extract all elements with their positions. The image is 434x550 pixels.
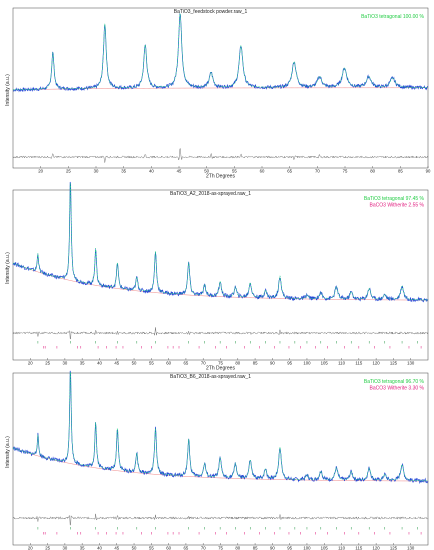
x-tick-label: 70 bbox=[201, 361, 206, 366]
x-tick-label: 20 bbox=[28, 361, 33, 366]
x-tick-label: 60 bbox=[166, 361, 171, 366]
x-tick-label: 55 bbox=[149, 546, 154, 550]
x-tick-label: 100 bbox=[303, 361, 311, 366]
x-tick-label: 115 bbox=[355, 546, 362, 550]
x-tick-label: 105 bbox=[321, 361, 329, 366]
x-tick-label: 80 bbox=[235, 546, 240, 550]
legend-entry: BaTiO3 tetragonal 97.45 % bbox=[364, 196, 425, 202]
x-tick-label: 70 bbox=[201, 546, 206, 550]
x-tick-label: 90 bbox=[270, 361, 275, 366]
x-tick-label: 80 bbox=[370, 169, 375, 174]
x-tick-label: 30 bbox=[62, 546, 67, 550]
x-tick-label: 100 bbox=[303, 546, 311, 550]
x-tick-label: 25 bbox=[45, 546, 50, 550]
x-tick-label: 55 bbox=[232, 169, 237, 174]
chart-title: BaTiO3_A2_2018-as-sprayed.raw_1 bbox=[170, 191, 251, 197]
x-tick-label: 55 bbox=[149, 361, 154, 366]
x-tick-label: 45 bbox=[114, 361, 119, 366]
x-tick-label: 20 bbox=[28, 546, 33, 550]
difference-curve bbox=[13, 513, 429, 526]
x-tick-label: 75 bbox=[218, 546, 223, 550]
x-tick-label: 130 bbox=[407, 546, 415, 550]
x-tick-label: 65 bbox=[184, 361, 189, 366]
y-axis-label: Intensity (a.u.) bbox=[5, 74, 11, 106]
x-tick-label: 120 bbox=[373, 361, 381, 366]
x-tick-label: 35 bbox=[121, 169, 126, 174]
xrd-panel-1: BaTiO3_feedstock powder.raw_1 Intensity (… bbox=[5, 7, 431, 180]
x-tick-label: 95 bbox=[287, 361, 292, 366]
x-tick-label: 115 bbox=[355, 361, 362, 366]
x-tick-label: 20 bbox=[38, 169, 43, 174]
chart-title: BaTiO3_feedstock powder.raw_1 bbox=[174, 9, 248, 15]
legend-entry: BaTiO3 tetragonal 96.70 % bbox=[364, 379, 425, 385]
xrd-panel-2: BaTiO3_A2_2018-as-sprayed.raw_1 Intensity… bbox=[5, 181, 429, 372]
plot-frame bbox=[12, 189, 429, 361]
x-tick-label: 125 bbox=[390, 361, 398, 366]
y-axis-label: Intensity (a.u.) bbox=[5, 252, 11, 284]
x-tick-label: 40 bbox=[149, 169, 154, 174]
x-tick-label: 45 bbox=[177, 169, 182, 174]
x-tick-label: 60 bbox=[166, 546, 171, 550]
x-tick-label: 45 bbox=[114, 546, 119, 550]
background-curve bbox=[12, 262, 428, 301]
x-tick-label: 80 bbox=[235, 361, 240, 366]
x-tick-label: 40 bbox=[97, 361, 102, 366]
x-tick-label: 65 bbox=[184, 546, 189, 550]
x-tick-label: 75 bbox=[218, 361, 223, 366]
calculated-pattern bbox=[12, 371, 428, 482]
x-tick-label: 35 bbox=[80, 361, 85, 366]
calculated-pattern bbox=[12, 183, 428, 301]
x-axis-label: 2Th Degrees bbox=[206, 366, 235, 372]
observed-pattern bbox=[12, 370, 429, 485]
x-tick-label: 25 bbox=[45, 361, 50, 366]
x-tick-label: 120 bbox=[373, 546, 381, 550]
legend-entry: BaCO3 Witherite 3.30 % bbox=[370, 386, 425, 392]
x-tick-label: 105 bbox=[321, 546, 329, 550]
difference-curve bbox=[12, 327, 429, 340]
x-tick-label: 40 bbox=[97, 546, 102, 550]
legend-entry: BaCO3 Witherite 2.55 % bbox=[370, 203, 425, 209]
x-tick-label: 110 bbox=[338, 546, 345, 550]
legend-entry: BaTiO3 tetragonal 100.00 % bbox=[361, 14, 424, 20]
background-curve bbox=[12, 447, 428, 482]
x-tick-label: 75 bbox=[343, 169, 348, 174]
x-tick-label: 35 bbox=[80, 546, 85, 550]
x-tick-label: 30 bbox=[62, 361, 67, 366]
x-tick-label: 85 bbox=[398, 169, 403, 174]
x-tick-label: 50 bbox=[204, 169, 209, 174]
x-tick-label: 65 bbox=[287, 169, 292, 174]
observed-pattern bbox=[12, 12, 429, 93]
x-tick-label: 90 bbox=[270, 546, 275, 550]
x-tick-label: 130 bbox=[407, 361, 415, 366]
y-axis-label: Intensity (a.u.) bbox=[5, 436, 11, 468]
x-axis-label: 2Th Degrees bbox=[206, 174, 235, 180]
x-tick-label: 50 bbox=[132, 546, 137, 550]
x-tick-label: 125 bbox=[390, 546, 398, 550]
x-tick-label: 110 bbox=[338, 361, 345, 366]
xrd-panel-3: BaTiO3_B6_2018-as-sprayed.raw_1 Intensity… bbox=[5, 370, 429, 550]
x-tick-label: 85 bbox=[253, 546, 258, 550]
x-tick-label: 50 bbox=[132, 361, 137, 366]
x-tick-label: 90 bbox=[426, 169, 431, 174]
difference-curve bbox=[12, 148, 429, 163]
x-tick-label: 95 bbox=[287, 546, 292, 550]
chart-title: BaTiO3_B6_2018-as-sprayed.raw_1 bbox=[170, 374, 251, 380]
x-tick-label: 85 bbox=[253, 361, 258, 366]
x-tick-label: 30 bbox=[94, 169, 99, 174]
x-tick-label: 60 bbox=[260, 169, 265, 174]
calculated-pattern bbox=[12, 12, 428, 91]
x-tick-label: 25 bbox=[66, 169, 71, 174]
x-tick-label: 70 bbox=[315, 169, 320, 174]
